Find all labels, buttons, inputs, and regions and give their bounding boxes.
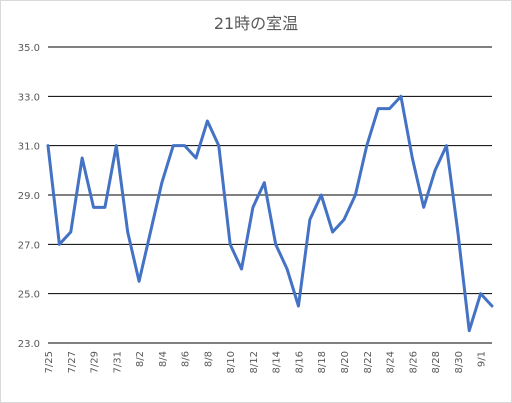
data-point [297, 304, 300, 308]
chart-title: 21時の室温 [214, 14, 298, 33]
data-point [468, 329, 471, 332]
data-point [149, 230, 152, 234]
data-point [228, 243, 232, 246]
data-point [206, 119, 209, 123]
x-tick-label: 8/4 [158, 351, 169, 367]
data-point [479, 292, 482, 295]
data-point [445, 144, 448, 147]
x-tick-label: 8/2 [135, 351, 146, 367]
data-point [274, 243, 277, 246]
data-point [103, 206, 107, 209]
data-point [388, 107, 391, 110]
data-point [320, 193, 323, 197]
data-point [137, 280, 141, 283]
x-tick-label: 8/14 [272, 351, 283, 373]
y-tick-label: 25.0 [18, 290, 40, 301]
data-point [365, 144, 368, 147]
data-point [433, 169, 437, 172]
data-point [376, 107, 380, 110]
y-tick-label: 35.0 [18, 43, 40, 54]
data-point [456, 230, 460, 234]
x-tick-label: 7/31 [112, 351, 123, 373]
x-tick-label: 8/10 [226, 351, 237, 373]
y-tick-label: 29.0 [18, 191, 40, 202]
data-point [172, 144, 175, 147]
x-tick-label: 8/28 [431, 351, 442, 373]
data-point [263, 181, 266, 184]
x-tick-label: 8/30 [454, 351, 465, 373]
data-point [126, 230, 129, 234]
data-point [285, 267, 289, 271]
data-point [80, 156, 84, 160]
gridlines [48, 46, 492, 344]
series-layer [46, 94, 494, 333]
y-tick-label: 31.0 [18, 142, 40, 153]
data-point [92, 206, 95, 209]
x-tick-label: 7/29 [90, 351, 101, 373]
x-tick-label: 8/20 [340, 351, 351, 373]
y-tick-label: 23.0 [18, 339, 40, 350]
x-tick-label: 8/18 [317, 351, 328, 373]
data-point [58, 243, 61, 246]
series-line-0 [46, 94, 494, 333]
data-point [342, 218, 346, 221]
data-point [490, 304, 494, 308]
data-point [183, 144, 186, 147]
x-tick-label: 8/6 [181, 351, 192, 367]
y-tick-label: 27.0 [18, 240, 40, 251]
data-point [194, 156, 198, 160]
data-point [160, 181, 164, 184]
x-tick-label: 8/8 [203, 351, 214, 367]
x-tick-label: 7/25 [44, 351, 55, 373]
x-tick-label: 8/12 [249, 351, 260, 373]
data-point [411, 156, 414, 160]
y-tick-label: 33.0 [18, 92, 40, 103]
data-point [331, 230, 334, 234]
x-tick-label: 8/22 [363, 351, 374, 373]
data-point [251, 206, 255, 209]
data-point [422, 206, 425, 209]
data-point [354, 193, 357, 197]
x-tick-label: 8/16 [294, 351, 305, 373]
y-axis-ticks: 23.0 25.0 27.0 29.0 31.0 33.0 35.0 [18, 43, 40, 350]
data-point [69, 230, 72, 234]
x-tick-label: 7/27 [67, 351, 78, 373]
data-point [240, 267, 243, 271]
x-axis-ticks: 7/25 7/27 7/29 7/31 8/2 8/4 8/6 8/8 8/10 8/12 8/14… [44, 351, 488, 373]
data-point [46, 144, 50, 147]
data-point [308, 218, 312, 221]
x-tick-label: 8/24 [386, 351, 397, 373]
x-tick-label: 9/1 [477, 351, 488, 367]
data-point [217, 144, 220, 147]
data-point [115, 144, 118, 147]
data-point [399, 95, 403, 98]
x-tick-label: 8/26 [408, 351, 419, 373]
